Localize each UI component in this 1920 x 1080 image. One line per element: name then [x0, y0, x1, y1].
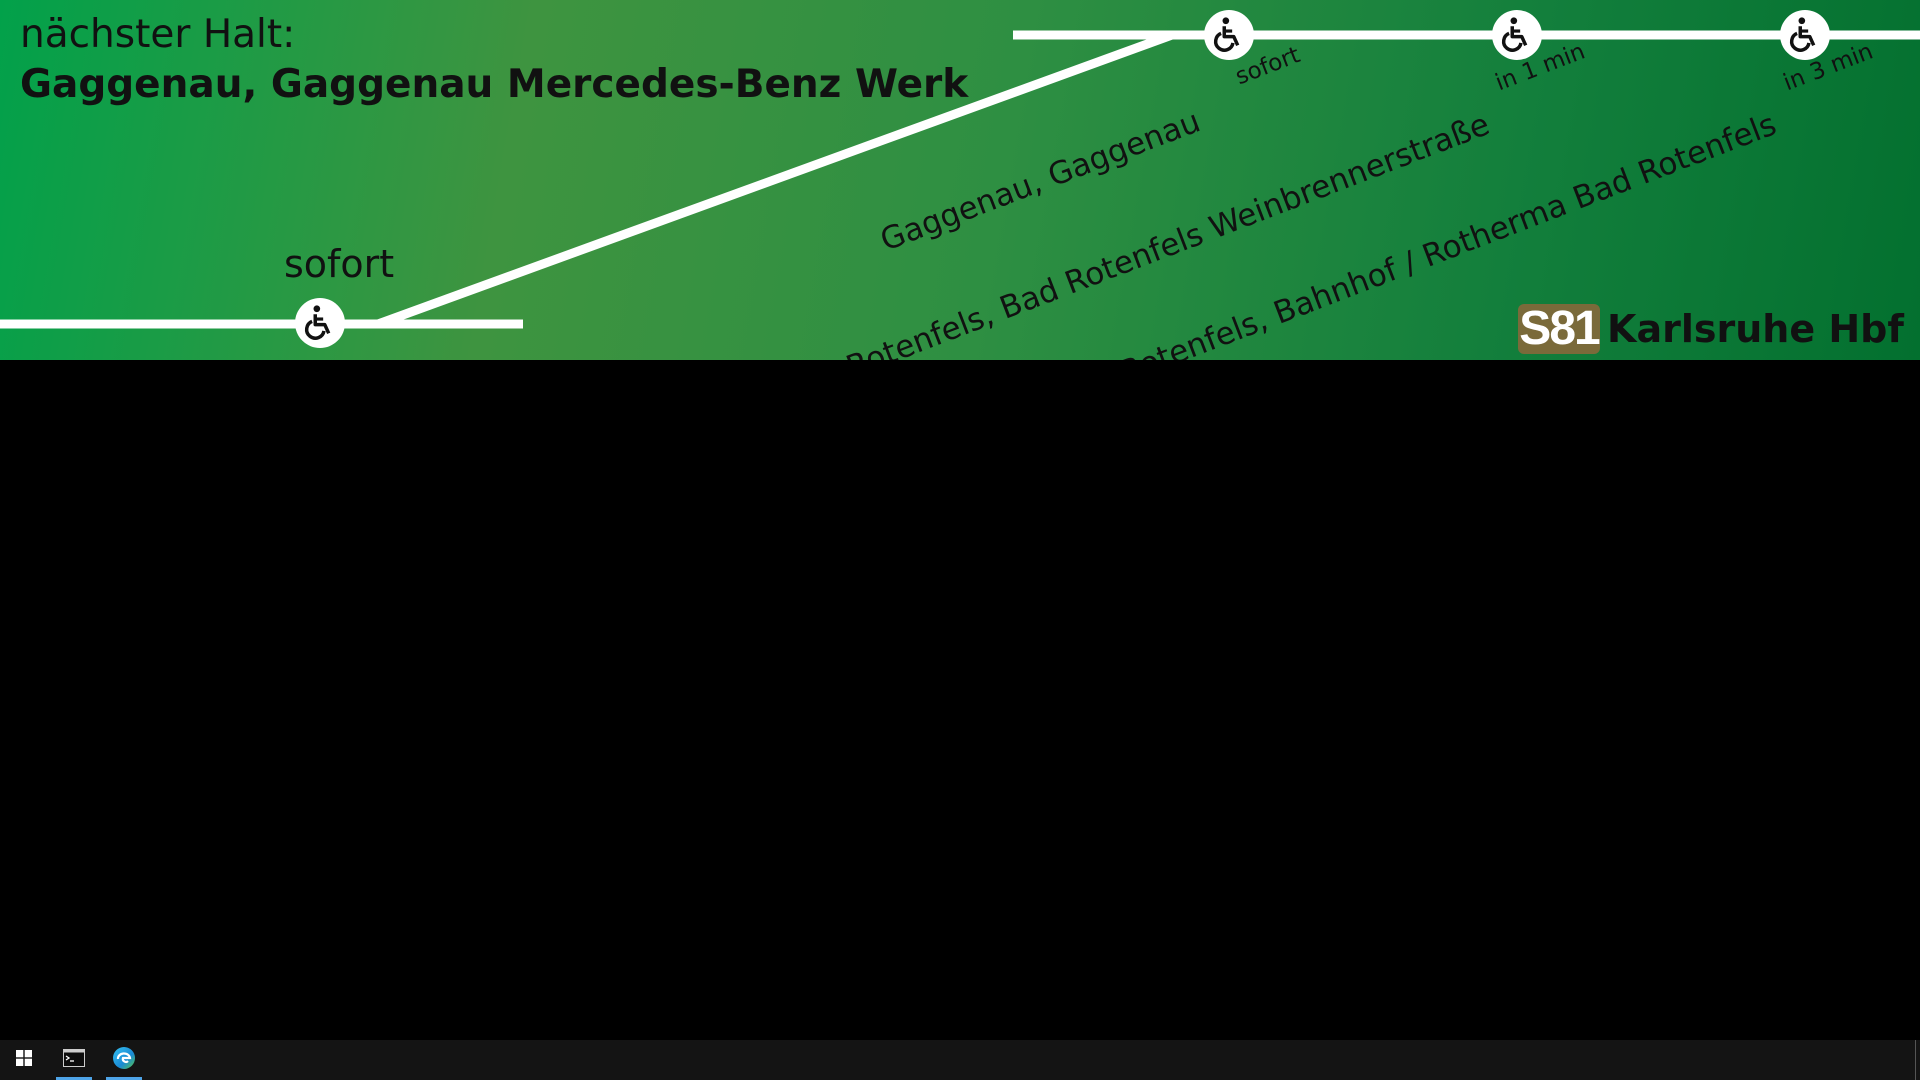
- start-button[interactable]: [0, 1040, 48, 1080]
- wheelchair-icon: [1210, 16, 1248, 54]
- current-stop-eta: sofort: [284, 242, 395, 286]
- current-stop-marker: [295, 298, 345, 348]
- taskbar-edge-button[interactable]: [100, 1040, 148, 1080]
- line-destination: Karlsruhe Hbf: [1607, 307, 1904, 351]
- next-stop-name: Gaggenau, Gaggenau Mercedes-Benz Werk: [20, 62, 969, 107]
- stop-marker-3: [1780, 10, 1830, 60]
- stop-marker-2: [1492, 10, 1542, 60]
- route-line-graphic: [0, 30, 1920, 329]
- next-stop-label: nächster Halt:: [20, 12, 296, 57]
- route-line-connector: [376, 30, 1174, 329]
- passenger-info-display: nächster Halt: Gaggenau, Gaggenau Merced…: [0, 0, 1920, 360]
- stop-marker-1: [1204, 10, 1254, 60]
- terminal-icon: [63, 1049, 85, 1071]
- line-number-badge: S81: [1518, 302, 1601, 355]
- wheelchair-icon: [301, 304, 339, 342]
- windows-start-icon: [16, 1050, 32, 1070]
- wheelchair-icon: [1498, 16, 1536, 54]
- wheelchair-icon: [1786, 16, 1824, 54]
- taskbar-terminal-button[interactable]: [50, 1040, 98, 1080]
- show-desktop-button[interactable]: [1915, 1040, 1920, 1080]
- edge-browser-icon: [112, 1046, 136, 1074]
- taskbar: [0, 1040, 1920, 1080]
